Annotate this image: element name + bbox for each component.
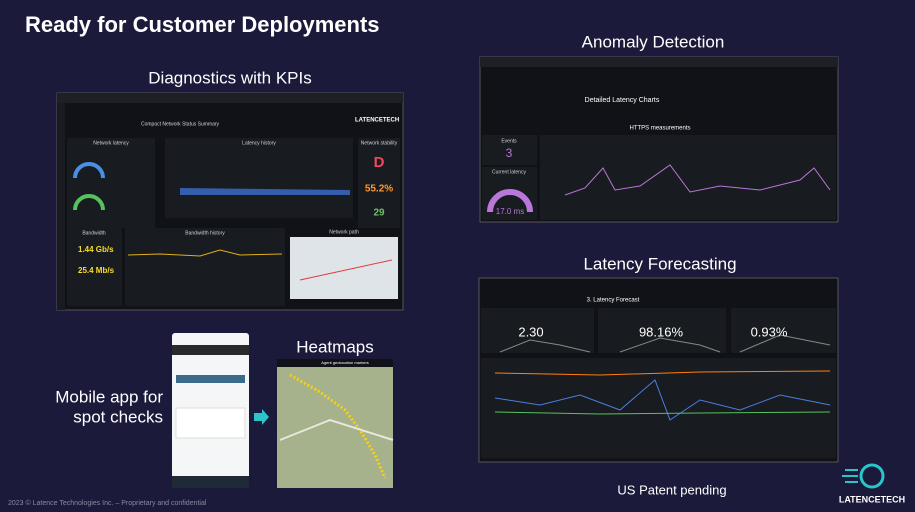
panel-title: Network path (329, 229, 359, 235)
section-label: Heatmaps (296, 337, 373, 356)
section-label: Latency Forecasting (583, 254, 736, 273)
panel-title: Detailed Latency Charts (585, 97, 660, 104)
panel-title: 3. Latency Forecast (587, 298, 640, 304)
kpi-value: 3 (506, 146, 513, 160)
section-label: Diagnostics with KPIs (148, 68, 311, 87)
panel-title: Bandwidth (82, 230, 106, 236)
panel-title: Current latency (492, 169, 526, 175)
kpi-value: 2.30 (518, 324, 543, 339)
heatmap-screenshot (277, 359, 394, 488)
section-label: Anomaly Detection (582, 32, 725, 51)
kpi-value: D (374, 154, 385, 171)
logo-text: LATENCETECH (355, 118, 399, 124)
logo-text: LATENCETECH (839, 494, 905, 504)
kpi-value: 55.2% (365, 184, 393, 195)
map-title: Agent geolocation markers (321, 360, 369, 365)
section-label: spot checks (73, 407, 163, 426)
forecast-screenshot (478, 277, 839, 463)
arrow (254, 409, 269, 425)
anomaly-screenshot (479, 56, 839, 223)
diagnostics-screenshot (56, 92, 404, 311)
section-title: HTTPS measurements (629, 126, 690, 132)
kpi-value: 0.93% (751, 324, 788, 339)
slide-title: Ready for Customer Deployments (25, 12, 380, 37)
logo-icon (842, 463, 885, 489)
kpi-value: 17.0 ms (496, 207, 524, 216)
kpi-value: 29 (373, 208, 385, 219)
panel-title: Compact Network Status Summary (141, 121, 220, 127)
panel-title: Bandwidth history (185, 230, 225, 236)
phone-screenshot (172, 333, 249, 488)
section-label: Mobile app for (55, 387, 163, 406)
kpi-value: 25.4 Mb/s (78, 266, 115, 275)
panel-title: Network stability (361, 140, 398, 146)
panel-title: Latency history (242, 140, 276, 146)
footer: 2023 © Latence Technologies Inc. – Propr… (8, 499, 207, 507)
panel-title: Network latency (93, 140, 129, 146)
patent-note: US Patent pending (617, 482, 726, 497)
panel-title: Events (501, 138, 517, 144)
kpi-value: 98.16% (639, 324, 684, 339)
kpi-value: 1.44 Gb/s (78, 245, 114, 254)
